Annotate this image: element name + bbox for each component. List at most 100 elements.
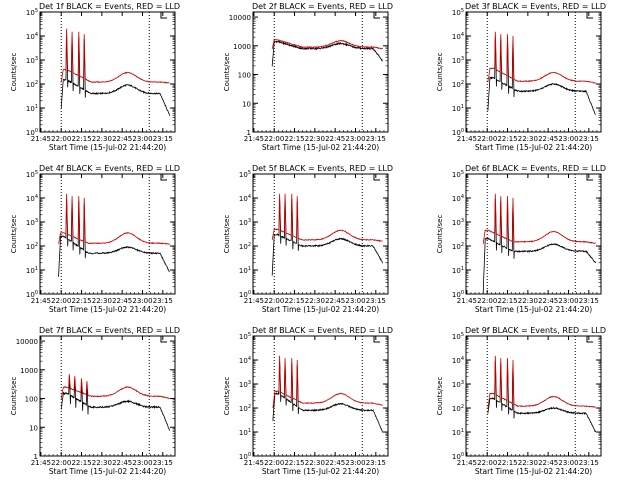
y-axis-label: Counts/sec: [223, 377, 231, 416]
y-tick-label: 100: [239, 290, 251, 299]
y-tick-label: 103: [239, 380, 251, 389]
lld-series-line: [487, 31, 596, 84]
x-tick-label: 22:15: [71, 459, 91, 467]
panel-title: Det 2f BLACK = Events, RED = LLD: [252, 2, 393, 11]
x-tick-label: 22:15: [497, 135, 517, 143]
y-tick-label: 104: [452, 32, 464, 41]
x-tick-label: 22:00: [264, 135, 284, 143]
x-axis-label: Start Time (15-Jul-02 21:44:20): [49, 143, 166, 152]
panel-title: Det 8f BLACK = Events, RED = LLD: [252, 326, 393, 335]
y-tick-label: 103: [239, 218, 251, 227]
y-axis-label: Counts/sec: [223, 53, 231, 92]
x-tick-label: 22:45: [325, 135, 345, 143]
x-tick-label: 22:45: [538, 297, 558, 305]
x-tick-label: 22:30: [92, 459, 112, 467]
y-tick-label: 102: [26, 242, 38, 251]
x-axis-label: Start Time (15-Jul-02 21:44:20): [262, 467, 379, 476]
y-axis-label: Counts/sec: [10, 215, 18, 254]
y-tick-label: 104: [239, 356, 251, 365]
plot-frame: [465, 335, 602, 457]
lld-series-line: [58, 193, 170, 245]
y-tick-label: 102: [452, 242, 464, 251]
x-tick-label: 22:00: [264, 297, 284, 305]
panel-det-6: Det 6f BLACK = Events, RED = LLD 100 101 10…: [436, 164, 606, 314]
y-tick-label: 100: [452, 128, 464, 137]
y-tick-label: 102: [239, 404, 251, 413]
plot-frame: [39, 11, 176, 133]
events-series-line: [482, 199, 596, 294]
y-tick-label: 105: [239, 170, 251, 179]
y-tick-label: 105: [452, 332, 464, 341]
x-axis-label: Start Time (15-Jul-02 21:44:20): [475, 305, 592, 314]
lld-series-line: [271, 39, 383, 50]
x-tick-label: 22:15: [284, 135, 304, 143]
y-tick-label: 1: [247, 129, 251, 137]
y-tick-label: 100: [239, 452, 251, 461]
plot-frame: [39, 335, 176, 457]
x-axis-label: Start Time (15-Jul-02 21:44:20): [262, 305, 379, 314]
y-axis-label: Counts/sec: [223, 215, 231, 254]
x-tick-label: 22:30: [92, 297, 112, 305]
y-tick-label: 100: [452, 452, 464, 461]
x-tick-label: 22:00: [51, 459, 71, 467]
x-tick-label: 23:00: [132, 135, 152, 143]
corner-mark: [586, 174, 593, 181]
corner-mark: [373, 174, 380, 181]
x-tick-label: 22:00: [477, 135, 497, 143]
x-tick-label: 22:45: [112, 459, 132, 467]
x-tick-label: 22:30: [92, 135, 112, 143]
plot-frame: [39, 173, 176, 295]
panel-det-9: Det 9f BLACK = Events, RED = LLD 100 101 10…: [436, 326, 606, 476]
x-tick-label: 21:45: [31, 459, 51, 467]
x-tick-label: 23:00: [345, 297, 365, 305]
x-tick-label: 22:30: [305, 297, 325, 305]
y-axis-label: Counts/sec: [10, 53, 18, 92]
x-tick-label: 23:00: [558, 297, 578, 305]
events-series-line: [60, 380, 170, 431]
y-tick-label: 104: [26, 32, 38, 41]
y-tick-label: 102: [239, 242, 251, 251]
y-tick-label: 10: [29, 424, 38, 432]
x-tick-label: 22:15: [284, 459, 304, 467]
x-tick-label: 23:00: [132, 459, 152, 467]
corner-mark: [586, 336, 593, 343]
x-tick-label: 22:15: [71, 297, 91, 305]
x-tick-label: 21:45: [244, 459, 264, 467]
y-tick-label: 102: [26, 80, 38, 89]
y-tick-label: 101: [452, 428, 464, 437]
x-tick-label: 22:45: [538, 135, 558, 143]
y-tick-label: 103: [26, 56, 38, 65]
x-axis-label: Start Time (15-Jul-02 21:44:20): [475, 143, 592, 152]
x-tick-label: 21:45: [31, 297, 51, 305]
plot-frame: [465, 173, 602, 295]
y-tick-label: 1000: [233, 43, 251, 51]
events-series-line: [271, 199, 383, 276]
events-series-line: [271, 39, 383, 67]
plot-frame: [252, 173, 389, 295]
x-tick-label: 23:15: [579, 135, 599, 143]
lld-series-line: [60, 28, 170, 84]
y-tick-label: 1: [34, 453, 38, 461]
x-tick-label: 22:00: [51, 135, 71, 143]
y-tick-label: 101: [452, 104, 464, 113]
lld-series-line: [60, 374, 170, 400]
plot-frame: [252, 335, 389, 457]
x-tick-label: 22:15: [497, 459, 517, 467]
panel-det-7: Det 7f BLACK = Events, RED = LLD 1 10 100 10…: [10, 326, 180, 476]
x-tick-label: 21:45: [457, 459, 477, 467]
y-tick-label: 103: [452, 380, 464, 389]
y-tick-label: 104: [239, 194, 251, 203]
y-tick-label: 104: [452, 356, 464, 365]
corner-mark: [373, 336, 380, 343]
x-axis-label: Start Time (15-Jul-02 21:44:20): [262, 143, 379, 152]
x-tick-label: 23:00: [345, 459, 365, 467]
plot-frame: [252, 11, 389, 133]
panel-title: Det 4f BLACK = Events, RED = LLD: [39, 164, 180, 173]
y-tick-label: 103: [26, 218, 38, 227]
panel-title: Det 5f BLACK = Events, RED = LLD: [252, 164, 393, 173]
y-tick-label: 105: [239, 332, 251, 341]
lld-series-line: [271, 193, 383, 242]
lld-series-line: [487, 355, 596, 409]
lld-series-line: [272, 355, 383, 409]
